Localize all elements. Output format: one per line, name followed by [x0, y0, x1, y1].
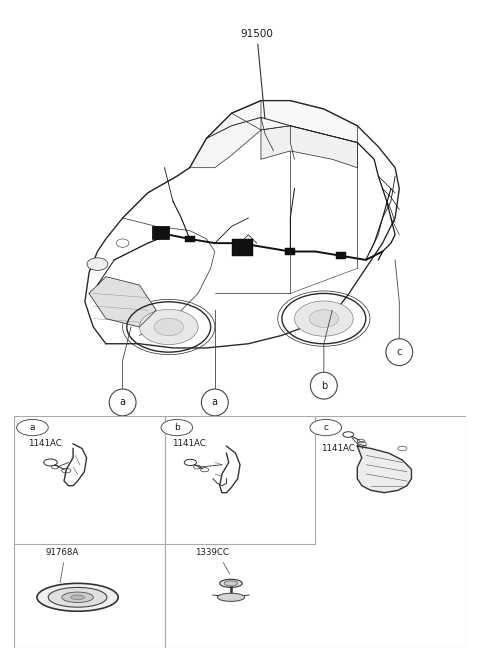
Polygon shape: [261, 126, 358, 168]
Ellipse shape: [87, 258, 108, 271]
Ellipse shape: [139, 309, 198, 345]
Ellipse shape: [220, 579, 242, 588]
Bar: [152, 227, 169, 239]
Text: b: b: [174, 423, 180, 432]
Circle shape: [17, 419, 48, 436]
Polygon shape: [190, 101, 261, 168]
Ellipse shape: [295, 301, 353, 336]
Circle shape: [161, 419, 192, 436]
Ellipse shape: [224, 581, 238, 586]
Circle shape: [202, 389, 228, 416]
Circle shape: [310, 419, 341, 436]
Text: 1141AC: 1141AC: [321, 444, 355, 453]
Bar: [285, 248, 295, 255]
Bar: [336, 252, 346, 259]
Text: 1141AC: 1141AC: [28, 439, 62, 448]
Ellipse shape: [309, 310, 338, 328]
Ellipse shape: [62, 592, 93, 603]
Text: c: c: [323, 423, 328, 432]
Text: 91768A: 91768A: [46, 548, 79, 557]
Ellipse shape: [217, 593, 244, 601]
Circle shape: [109, 389, 136, 416]
Text: 1141AC: 1141AC: [172, 439, 206, 448]
Text: b: b: [321, 381, 327, 390]
Text: a: a: [30, 423, 35, 432]
Polygon shape: [357, 446, 411, 493]
Text: a: a: [212, 398, 218, 407]
Bar: [235, 240, 245, 246]
Polygon shape: [232, 101, 358, 143]
Text: 91500: 91500: [240, 29, 273, 119]
Circle shape: [386, 339, 413, 365]
Polygon shape: [89, 276, 156, 327]
Ellipse shape: [48, 588, 107, 607]
Ellipse shape: [37, 584, 118, 611]
Bar: [232, 239, 252, 255]
Text: a: a: [120, 398, 126, 407]
Circle shape: [311, 372, 337, 399]
Bar: [185, 236, 195, 242]
Ellipse shape: [71, 595, 84, 599]
Text: c: c: [396, 347, 402, 357]
Ellipse shape: [154, 318, 183, 336]
Text: 1339CC: 1339CC: [195, 548, 229, 557]
